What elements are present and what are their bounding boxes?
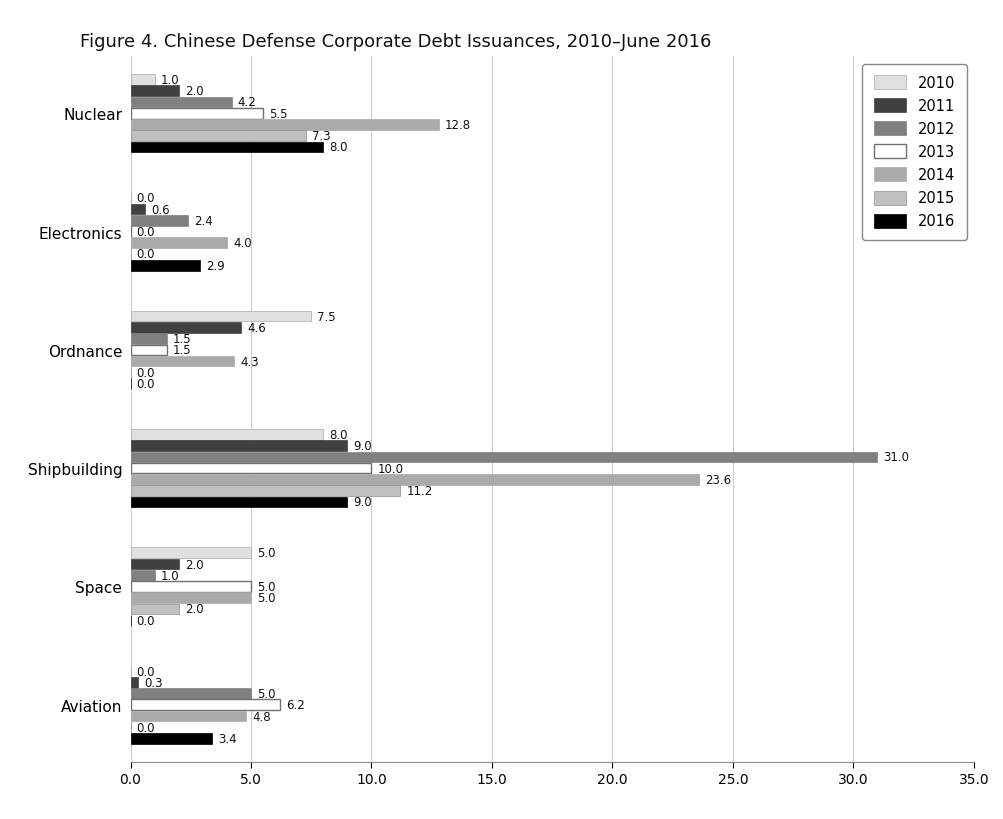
Text: Figure 4. Chinese Defense Corporate Debt Issuances, 2010–June 2016: Figure 4. Chinese Defense Corporate Debt… — [80, 33, 711, 51]
Bar — [130, 593, 251, 604]
Bar — [130, 548, 251, 559]
Text: 2.0: 2.0 — [185, 558, 204, 571]
Text: 4.2: 4.2 — [238, 97, 256, 109]
Bar — [130, 699, 280, 710]
Bar — [130, 677, 137, 688]
Bar — [130, 97, 232, 108]
Text: 2.0: 2.0 — [185, 85, 204, 98]
Bar — [130, 260, 201, 271]
Bar — [130, 559, 179, 570]
Text: 8.0: 8.0 — [329, 141, 347, 154]
Text: 0.0: 0.0 — [136, 248, 154, 261]
Text: 7.3: 7.3 — [312, 130, 331, 143]
Bar — [130, 345, 166, 355]
Text: 6.2: 6.2 — [286, 699, 304, 712]
Text: 0.3: 0.3 — [143, 676, 162, 689]
Bar — [130, 581, 251, 592]
Text: 5.0: 5.0 — [257, 581, 275, 593]
Bar — [130, 356, 234, 367]
Text: 31.0: 31.0 — [883, 451, 909, 464]
Text: 0.0: 0.0 — [136, 366, 154, 379]
Bar — [130, 131, 306, 142]
Bar — [130, 311, 311, 322]
Text: 0.0: 0.0 — [136, 226, 154, 238]
Text: 11.2: 11.2 — [406, 485, 432, 497]
Bar — [130, 430, 323, 441]
Text: 4.0: 4.0 — [233, 237, 252, 250]
Bar — [130, 143, 323, 153]
Text: 0.0: 0.0 — [136, 614, 154, 627]
Text: 10.0: 10.0 — [377, 462, 403, 475]
Text: 0.0: 0.0 — [136, 378, 154, 391]
Legend: 2010, 2011, 2012, 2013, 2014, 2015, 2016: 2010, 2011, 2012, 2013, 2014, 2015, 2016 — [862, 65, 966, 241]
Text: 2.0: 2.0 — [185, 603, 204, 616]
Text: 8.0: 8.0 — [329, 428, 347, 441]
Bar — [130, 86, 179, 97]
Bar — [130, 452, 877, 463]
Bar — [130, 604, 179, 614]
Text: 5.5: 5.5 — [269, 107, 287, 120]
Text: 0.0: 0.0 — [136, 665, 154, 678]
Text: 5.0: 5.0 — [257, 546, 275, 559]
Text: 2.4: 2.4 — [195, 215, 213, 228]
Bar — [130, 215, 189, 226]
Text: 0.0: 0.0 — [136, 721, 154, 734]
Bar — [130, 486, 400, 496]
Bar — [130, 441, 347, 451]
Text: 4.8: 4.8 — [252, 710, 271, 722]
Text: 1.5: 1.5 — [173, 333, 192, 346]
Text: 7.5: 7.5 — [317, 310, 336, 324]
Bar — [130, 323, 241, 333]
Text: 0.0: 0.0 — [136, 192, 154, 205]
Text: 1.5: 1.5 — [173, 344, 192, 357]
Bar — [130, 334, 166, 345]
Text: 9.0: 9.0 — [353, 495, 372, 509]
Text: 1.0: 1.0 — [160, 74, 180, 87]
Bar — [130, 109, 263, 120]
Bar — [130, 464, 371, 474]
Text: 23.6: 23.6 — [704, 473, 730, 486]
Bar — [130, 570, 154, 581]
Bar — [130, 238, 227, 249]
Text: 5.0: 5.0 — [257, 687, 275, 700]
Text: 9.0: 9.0 — [353, 440, 372, 453]
Bar — [130, 689, 251, 699]
Bar — [130, 711, 246, 722]
Bar — [130, 733, 213, 744]
Text: 1.0: 1.0 — [160, 569, 180, 582]
Text: 2.9: 2.9 — [207, 260, 225, 273]
Text: 12.8: 12.8 — [444, 119, 470, 132]
Text: 3.4: 3.4 — [219, 732, 237, 745]
Bar — [130, 120, 438, 130]
Text: 4.3: 4.3 — [240, 355, 259, 368]
Text: 0.6: 0.6 — [150, 203, 170, 216]
Text: 4.6: 4.6 — [247, 322, 266, 334]
Bar — [130, 497, 347, 508]
Bar — [130, 75, 154, 86]
Bar — [130, 474, 698, 485]
Text: 5.0: 5.0 — [257, 591, 275, 604]
Bar — [130, 205, 144, 215]
